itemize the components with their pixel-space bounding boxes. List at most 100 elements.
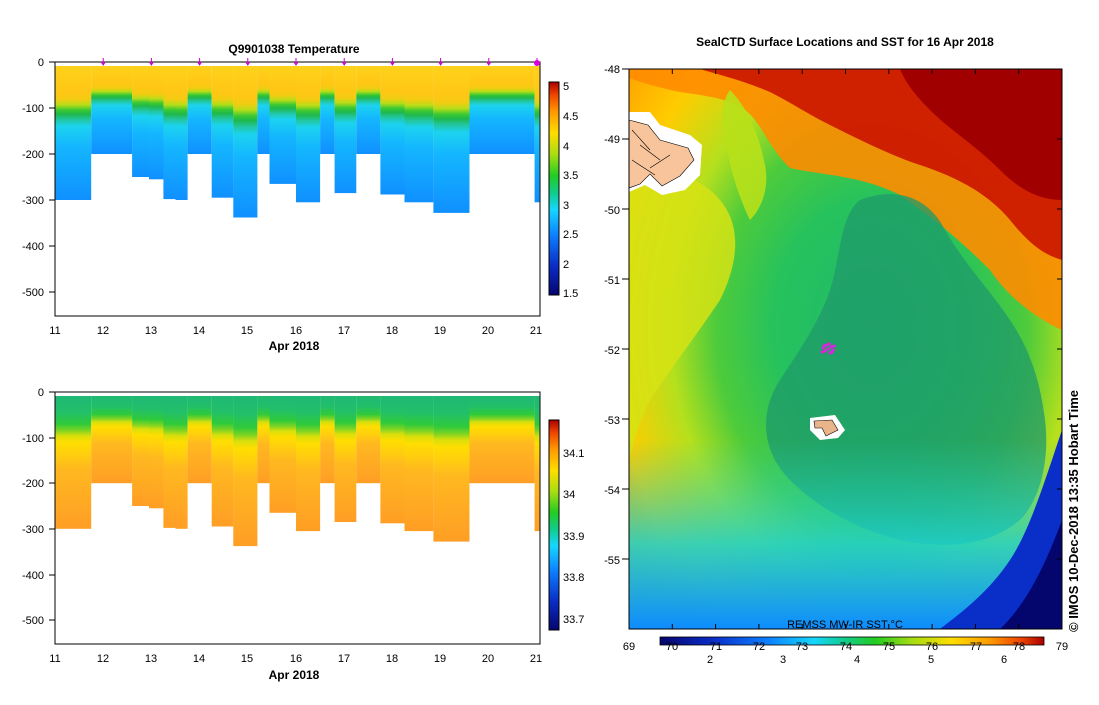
temp-ytick-1: -100 xyxy=(22,103,44,115)
temperature-y-ticks: 0 -100 -200 -300 -400 -500 xyxy=(22,57,55,299)
sal-cbar-tick-34.1: 34.1 xyxy=(563,448,584,460)
seal-location-point xyxy=(829,345,833,349)
temperature-profile-column xyxy=(469,66,535,154)
temp-cbar-tick-3.5: 3.5 xyxy=(563,170,578,182)
temperature-profile-column xyxy=(320,66,335,154)
temp-cbar-tick-4: 4 xyxy=(563,141,569,153)
profile-marker xyxy=(100,58,106,66)
sal-xtick-0: 11 xyxy=(49,653,60,665)
sal-ytick-2: -200 xyxy=(22,478,44,490)
seal-location-point xyxy=(832,344,836,348)
temp-xtick-10: 21 xyxy=(530,325,542,337)
sal-xtick-3: 14 xyxy=(193,653,205,665)
sst-map-tick-marks xyxy=(622,68,1063,629)
sst-map-y-ticks: -48 -49 -50 -51 -52 -53 -54 -55 xyxy=(604,64,620,567)
heard-island-region xyxy=(629,112,702,195)
profile-marker xyxy=(293,58,299,66)
salinity-profile-column xyxy=(269,396,296,513)
temperature-profile-column xyxy=(257,66,270,154)
sst-map-title: SealCTD Surface Locations and SST for 16… xyxy=(696,35,994,49)
seal-location-point xyxy=(820,350,824,354)
temp-xtick-6: 17 xyxy=(338,325,350,337)
temp-xtick-3: 14 xyxy=(193,325,205,337)
temp-cbar-tick-2: 2 xyxy=(563,259,569,271)
temperature-profile-column xyxy=(380,66,405,195)
salinity-profile-column xyxy=(233,396,258,547)
sal-xtick-4: 15 xyxy=(241,653,253,665)
temp-xtick-5: 16 xyxy=(290,325,302,337)
salinity-profile-column xyxy=(132,396,149,506)
temp-cbar-tick-2.5: 2.5 xyxy=(563,229,578,241)
sal-cbar-tick-33.8: 33.8 xyxy=(563,572,584,584)
sal-ytick-3: -300 xyxy=(22,524,44,536)
seal-location-point xyxy=(823,349,827,353)
sal-xtick-6: 17 xyxy=(338,653,350,665)
salinity-profile-column xyxy=(534,396,540,532)
heard-island-land xyxy=(629,119,695,189)
temp-ytick-2: -200 xyxy=(22,149,44,161)
salinity-x-ticks: 11 12 13 14 15 16 17 18 19 20 21 xyxy=(49,653,542,665)
map-ytick-48: -48 xyxy=(604,64,620,76)
salinity-colorbar-ticks: 33.7 33.8 33.9 34 34.1 xyxy=(563,448,584,626)
salinity-profile-column xyxy=(356,396,381,484)
map-ytick-51: -51 xyxy=(604,275,620,287)
salinity-profile-column xyxy=(380,396,405,524)
profile-markers xyxy=(100,58,540,66)
temp-ytick-4: -400 xyxy=(22,241,44,253)
temperature-profile-column xyxy=(356,66,381,154)
sal-xtick-5: 16 xyxy=(290,653,302,665)
mcdonald-island-land xyxy=(813,419,839,437)
profile-marker xyxy=(438,58,444,66)
sal-cbar-tick-34: 34 xyxy=(563,489,575,501)
sst-colorbar xyxy=(659,636,1045,646)
salinity-plot-frame xyxy=(54,391,541,645)
temperature-profile-column xyxy=(175,66,188,200)
temperature-profile-column xyxy=(149,66,164,180)
sst-blue-southeast xyxy=(940,430,1062,629)
sal-xtick-7: 18 xyxy=(386,653,398,665)
seal-surface-locations xyxy=(820,342,836,355)
temperature-section-data xyxy=(55,66,540,218)
salinity-profile-column xyxy=(163,396,176,528)
temp-xtick-0: 11 xyxy=(49,325,60,337)
mcdonald-island-region xyxy=(810,415,845,440)
sal-xtick-10: 21 xyxy=(530,653,542,665)
salinity-profile-column xyxy=(296,396,321,532)
sal-ytick-4: -400 xyxy=(22,570,44,582)
temp-ytick-3: -300 xyxy=(22,195,44,207)
salinity-profile-column xyxy=(211,396,234,527)
temperature-profile-column xyxy=(187,66,212,154)
temperature-profile-column xyxy=(433,66,470,213)
temperature-colorbar xyxy=(548,81,560,296)
profile-marker xyxy=(486,58,492,66)
sst-cbar-tick-3: 3 xyxy=(780,654,786,666)
seal-location-point xyxy=(826,347,830,351)
temp-xtick-4: 15 xyxy=(241,325,253,337)
temperature-x-ticks: 11 12 13 14 15 16 17 18 19 20 21 xyxy=(49,325,542,337)
map-xtick-73: 73 xyxy=(796,641,808,653)
map-ytick-54: -54 xyxy=(604,485,620,497)
temperature-profile-column xyxy=(91,66,133,154)
salinity-profile-column xyxy=(257,396,270,484)
seal-location-point xyxy=(827,342,831,346)
map-ytick-53: -53 xyxy=(604,415,620,427)
salinity-profile-column xyxy=(433,396,470,542)
profile-marker xyxy=(148,58,154,66)
map-xtick-75: 75 xyxy=(883,641,895,653)
temp-xtick-1: 12 xyxy=(97,325,109,337)
sst-colorbar-ticks: 2 3 4 5 6 xyxy=(707,654,1007,666)
temperature-profile-column xyxy=(334,66,357,194)
temp-cbar-tick-5: 5 xyxy=(563,81,569,93)
profile-marker xyxy=(341,58,347,66)
salinity-profile-column xyxy=(55,396,92,529)
temperature-profile-column xyxy=(296,66,321,203)
profile-marker xyxy=(245,58,251,66)
temperature-title: Q9901038 Temperature xyxy=(228,42,360,56)
heard-island-contours xyxy=(631,129,671,176)
temp-xtick-9: 20 xyxy=(482,325,494,337)
temp-cbar-tick-3: 3 xyxy=(563,200,569,212)
map-xtick-78: 78 xyxy=(1013,641,1025,653)
seal-location-point xyxy=(822,344,826,348)
salinity-section-data xyxy=(55,396,540,547)
profile-marker xyxy=(197,58,203,66)
